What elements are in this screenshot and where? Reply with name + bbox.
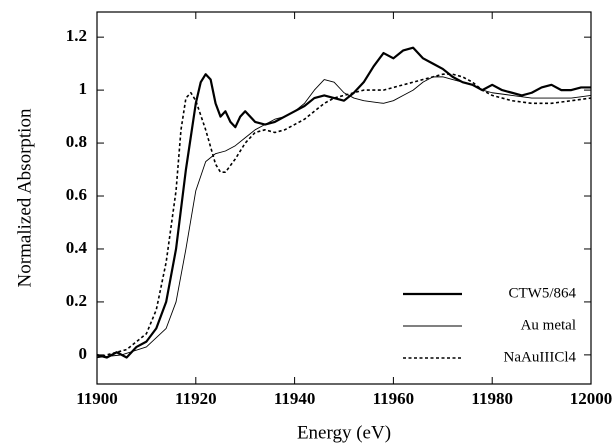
x-axis-label: Energy (eV): [297, 422, 391, 443]
legend-label: Au metal: [521, 317, 576, 333]
y-axis-label: Normalized Absorption: [14, 108, 35, 287]
legend-label: NaAuIIICl4: [504, 349, 577, 365]
x-tick-label: 11960: [373, 389, 415, 408]
y-tick-label: 1.2: [66, 26, 87, 45]
data-line: [96, 76, 592, 358]
x-tick-label: 12000: [570, 389, 613, 408]
y-tick-label: 0.2: [66, 291, 87, 310]
y-tick-label: 0.4: [66, 238, 88, 257]
plot-frame: [96, 11, 592, 385]
data-line: [96, 73, 592, 359]
y-tick-label: 0: [79, 344, 88, 363]
y-tick-label: 1: [79, 79, 88, 98]
data-line: [96, 46, 591, 359]
x-tick-label: 11920: [175, 389, 217, 408]
x-tick-label: 11980: [471, 389, 513, 408]
x-tick-label: 11900: [76, 389, 118, 408]
legend-label: CTW5/864: [509, 285, 577, 301]
y-tick-label: 0.6: [66, 185, 87, 204]
y-tick-label: 0.8: [66, 132, 87, 151]
x-tick-label: 11940: [274, 389, 316, 408]
